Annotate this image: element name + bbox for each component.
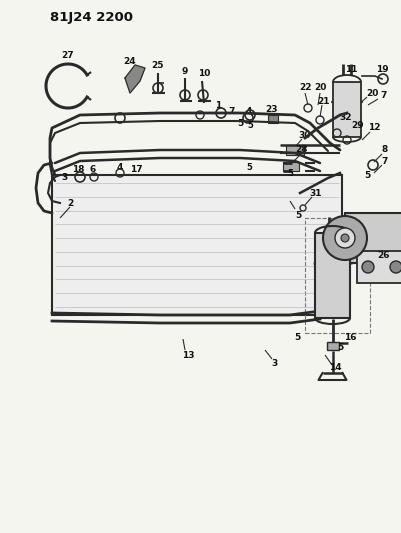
Bar xyxy=(315,233,350,318)
Text: 7: 7 xyxy=(382,157,388,166)
Text: 13: 13 xyxy=(182,351,194,359)
Text: 18: 18 xyxy=(72,166,84,174)
Bar xyxy=(286,145,304,155)
Bar xyxy=(268,115,278,123)
Text: 4: 4 xyxy=(246,107,252,116)
Text: 20: 20 xyxy=(366,88,378,98)
Text: 1: 1 xyxy=(215,101,221,109)
Text: 15: 15 xyxy=(346,213,358,222)
Text: 5: 5 xyxy=(295,211,301,220)
Text: 4: 4 xyxy=(117,163,123,172)
Bar xyxy=(305,218,370,333)
Text: 29: 29 xyxy=(352,120,365,130)
Text: 19: 19 xyxy=(376,66,388,75)
Text: 5: 5 xyxy=(294,333,300,342)
Text: 26: 26 xyxy=(378,251,390,260)
Text: 5: 5 xyxy=(337,343,343,351)
Text: 10: 10 xyxy=(198,69,210,78)
Text: 5: 5 xyxy=(237,118,243,127)
Text: 2: 2 xyxy=(67,198,73,207)
Text: 5: 5 xyxy=(364,171,370,180)
Bar xyxy=(333,82,361,137)
Text: 9: 9 xyxy=(182,67,188,76)
Text: 12: 12 xyxy=(368,124,380,133)
Text: 16: 16 xyxy=(344,333,356,342)
Text: 25: 25 xyxy=(152,61,164,69)
Text: 5: 5 xyxy=(247,122,253,131)
Text: 27: 27 xyxy=(62,51,74,60)
Text: 6: 6 xyxy=(90,166,96,174)
Text: 22: 22 xyxy=(299,84,311,93)
Polygon shape xyxy=(125,65,145,93)
Text: 3: 3 xyxy=(272,359,278,367)
Text: 28: 28 xyxy=(296,146,308,155)
Text: 14: 14 xyxy=(329,364,341,373)
Text: 30: 30 xyxy=(299,131,311,140)
Circle shape xyxy=(323,216,367,260)
Text: 21: 21 xyxy=(317,96,329,106)
Bar xyxy=(52,175,342,315)
Text: 17: 17 xyxy=(130,166,142,174)
Text: 23: 23 xyxy=(266,104,278,114)
Bar xyxy=(283,162,299,171)
Text: 31: 31 xyxy=(310,189,322,198)
Text: 81J24 2200: 81J24 2200 xyxy=(50,12,133,25)
Text: 20: 20 xyxy=(314,84,326,93)
Bar xyxy=(326,342,338,350)
Circle shape xyxy=(390,261,401,273)
Text: 5: 5 xyxy=(246,163,252,172)
Bar xyxy=(345,213,401,263)
Circle shape xyxy=(362,261,374,273)
Text: 24: 24 xyxy=(124,56,136,66)
Text: 3: 3 xyxy=(61,174,67,182)
Circle shape xyxy=(341,234,349,242)
Text: 7: 7 xyxy=(229,108,235,117)
Text: 32: 32 xyxy=(340,114,352,123)
Text: 11: 11 xyxy=(345,66,357,75)
Bar xyxy=(357,251,401,283)
Text: 8: 8 xyxy=(382,146,388,155)
Text: 5: 5 xyxy=(287,168,293,177)
Text: 7: 7 xyxy=(381,92,387,101)
Circle shape xyxy=(335,228,355,248)
